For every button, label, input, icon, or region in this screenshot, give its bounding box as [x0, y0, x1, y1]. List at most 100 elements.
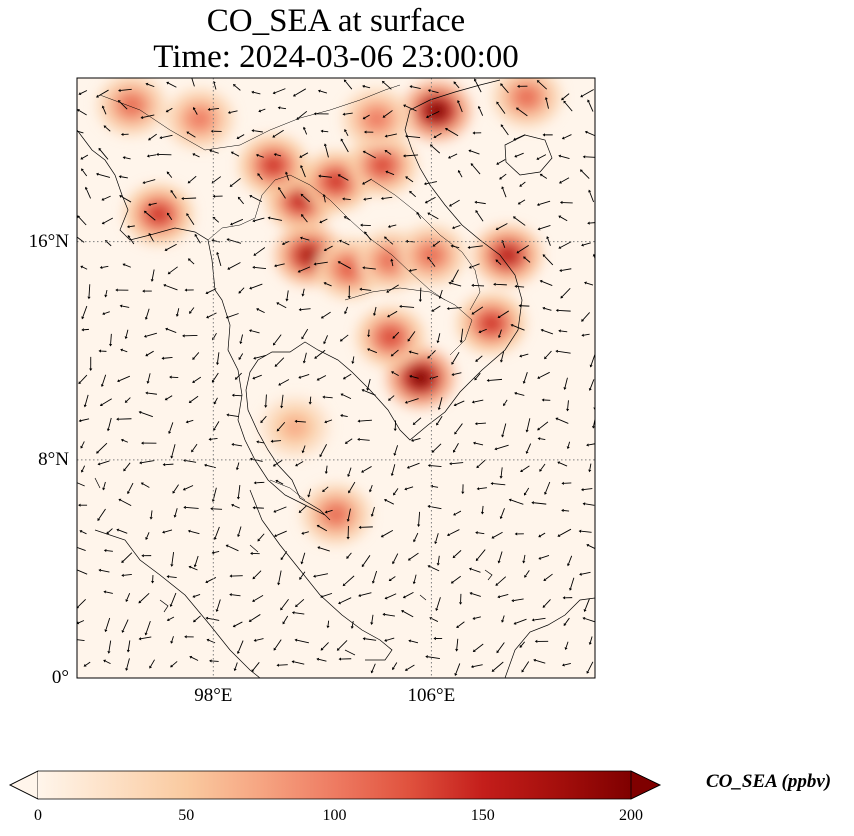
wind-arrow-head	[186, 131, 190, 135]
wind-arrow-head	[96, 172, 99, 176]
wind-arrow	[126, 658, 130, 669]
wind-arrow	[411, 268, 417, 271]
wind-arrow	[294, 88, 307, 96]
wind-arrow	[79, 374, 88, 383]
wind-arrow	[274, 129, 284, 137]
wind-arrow	[146, 532, 150, 538]
wind-arrow-head	[407, 557, 411, 561]
wind-arrow-head	[141, 554, 144, 558]
wind-arrow	[454, 83, 460, 89]
wind-arrow-head	[476, 465, 480, 469]
wind-arrow	[322, 130, 329, 133]
wind-arrow	[256, 481, 265, 484]
wind-arrow-head	[170, 640, 174, 644]
wind-arrow-head	[383, 498, 387, 502]
wind-arrow-head	[339, 239, 342, 243]
wind-arrow-head	[450, 244, 454, 248]
wind-arrow	[192, 443, 198, 451]
wind-arrow-head	[186, 213, 190, 217]
wind-arrow-head	[409, 374, 413, 379]
wind-arrow	[521, 465, 530, 472]
wind-arrow-head	[523, 492, 527, 496]
wind-arrow-head	[205, 580, 209, 584]
wind-arrow-head	[300, 561, 304, 565]
wind-arrow	[475, 442, 484, 446]
wind-arrow-head	[164, 397, 168, 401]
wind-arrow-head	[544, 96, 548, 100]
wind-arrow	[187, 214, 195, 226]
wind-arrow-head	[182, 334, 185, 338]
wind-arrow	[404, 591, 414, 598]
wind-arrow	[367, 378, 371, 389]
wind-arrow-head	[166, 212, 170, 216]
wind-arrow	[324, 396, 333, 399]
wind-arrow	[364, 178, 372, 184]
wind-arrow	[457, 621, 465, 627]
wind-arrow	[582, 89, 594, 97]
wind-arrow-head	[253, 638, 257, 642]
wind-arrow	[281, 598, 289, 609]
wind-arrow	[512, 325, 525, 331]
wind-arrow-head	[213, 427, 216, 431]
wind-arrow-head	[478, 330, 482, 334]
wind-arrow-head	[382, 612, 386, 617]
wind-arrow-head	[205, 616, 209, 620]
wind-arrow-head	[249, 286, 253, 290]
wind-arrow-head	[164, 248, 168, 251]
wind-arrow-head	[280, 607, 284, 611]
wind-arrow	[391, 260, 394, 267]
wind-arrow-head	[405, 134, 408, 138]
wind-arrow	[393, 372, 399, 376]
wind-arrow-head	[408, 268, 412, 273]
wind-arrow	[455, 510, 462, 515]
wind-arrow	[338, 640, 348, 650]
wind-arrow-head	[587, 221, 590, 225]
wind-arrow-head	[260, 420, 264, 424]
wind-arrow-head	[536, 80, 540, 83]
wind-arrow-head	[501, 186, 505, 190]
wind-arrow	[302, 237, 310, 241]
wind-arrow-head	[188, 400, 192, 404]
wind-arrow-head	[296, 117, 300, 120]
wind-arrow-head	[184, 635, 187, 639]
wind-arrow	[370, 484, 373, 491]
wind-arrow-head	[122, 263, 126, 267]
wind-arrow-head	[251, 90, 255, 94]
wind-arrow	[299, 266, 311, 272]
wind-arrow-head	[558, 180, 562, 184]
wind-arrow	[545, 573, 553, 580]
wind-arrow-head	[343, 216, 347, 219]
wind-arrow-head	[148, 232, 152, 236]
wind-arrow-head	[472, 616, 476, 620]
wind-arrow	[495, 283, 507, 286]
wind-arrow	[231, 594, 241, 597]
wind-arrow-head	[103, 590, 107, 594]
wind-arrow-head	[405, 176, 409, 180]
wind-arrow	[315, 573, 328, 577]
wind-arrow-head	[518, 304, 522, 308]
wind-arrow	[228, 414, 239, 418]
wind-arrow	[541, 174, 548, 179]
wind-arrow-head	[363, 197, 366, 201]
wind-arrow-head	[175, 314, 179, 317]
wind-arrow	[450, 282, 462, 287]
wind-arrow	[452, 269, 459, 281]
wind-arrow-head	[474, 377, 478, 381]
wind-arrow	[371, 614, 374, 623]
wind-arrow-head	[185, 420, 189, 424]
wind-arrow	[540, 463, 546, 471]
wind-arrow	[589, 191, 595, 203]
wind-arrow	[414, 417, 422, 424]
wind-arrow	[230, 110, 238, 113]
wind-arrow	[269, 217, 283, 221]
wind-arrow	[167, 107, 173, 112]
wind-arrow	[214, 421, 220, 430]
wind-arrow	[283, 615, 289, 623]
wind-arrow	[456, 638, 459, 650]
wind-arrow-head	[96, 94, 100, 98]
wind-arrow	[128, 482, 134, 493]
wind-arrow-head	[338, 601, 342, 605]
wind-arrow-head	[126, 225, 130, 229]
wind-arrow-head	[118, 175, 122, 179]
wind-arrow	[538, 421, 549, 430]
